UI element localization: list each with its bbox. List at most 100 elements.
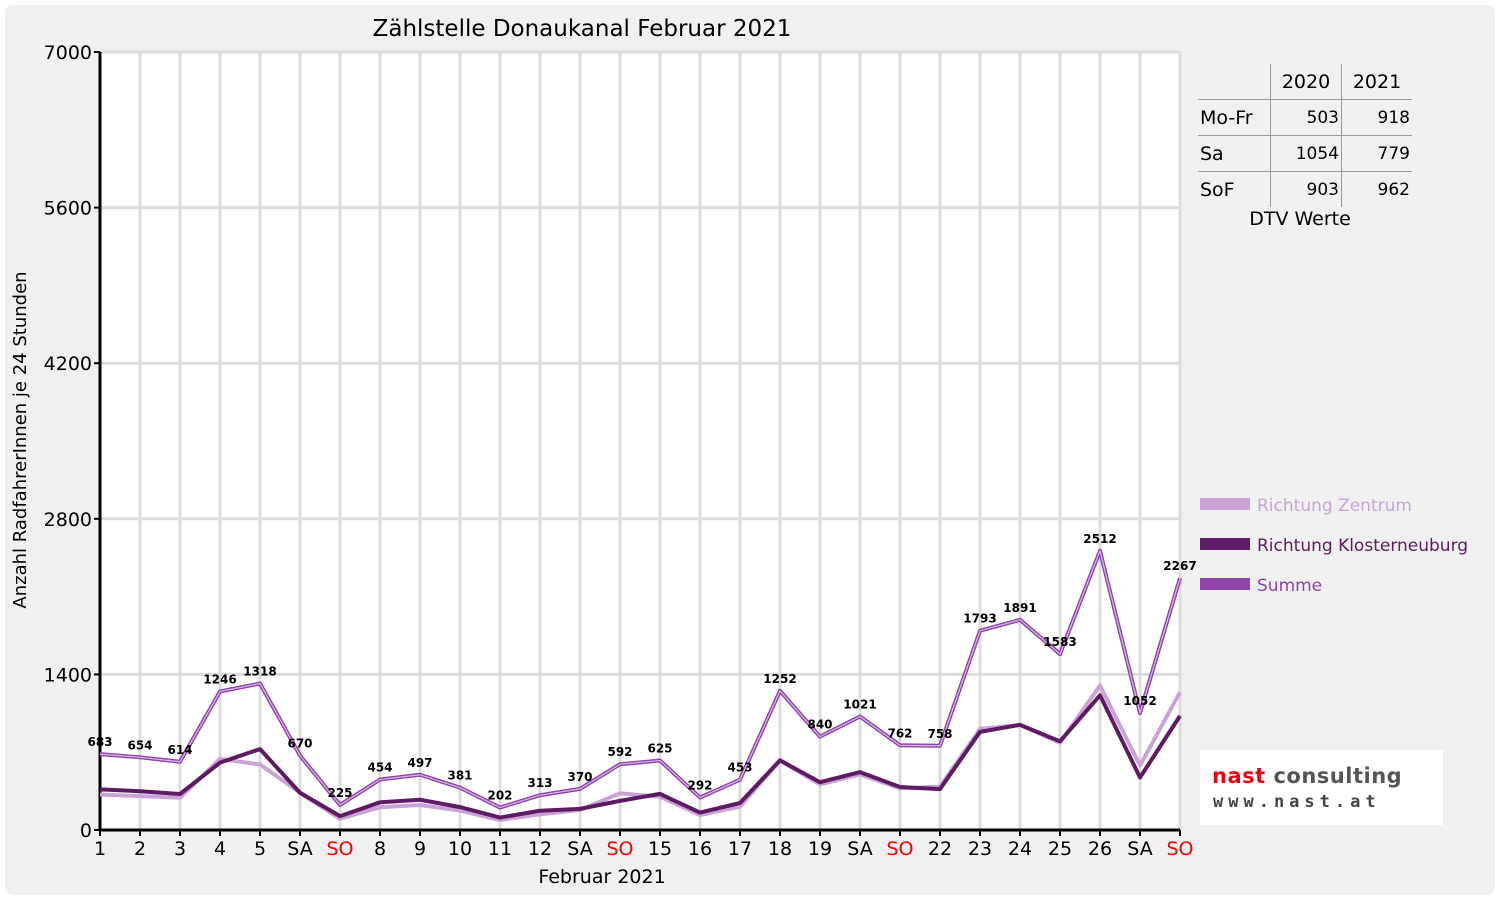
x-tick-label: SA: [847, 838, 872, 860]
x-tick-label: SA: [1127, 838, 1152, 860]
data-label: 614: [167, 743, 192, 757]
x-tick-label: 17: [728, 838, 752, 860]
dtv-row: Sa 1054 779: [1198, 135, 1412, 172]
data-label: 2512: [1083, 532, 1116, 546]
data-label: 762: [887, 726, 912, 740]
logo-name-part1: nast: [1212, 764, 1266, 788]
x-tick-label: 1: [94, 838, 106, 860]
legend-swatch: [1200, 498, 1250, 510]
chart-title: Zählstelle Donaukanal Februar 2021: [373, 16, 792, 42]
data-label: 683: [87, 735, 112, 749]
x-tick-label: 16: [688, 838, 712, 860]
series-line: [99, 693, 1182, 820]
x-tick-label: 19: [808, 838, 832, 860]
y-tick-label: 2800: [44, 509, 92, 531]
dtv-value-2021: 779: [1341, 135, 1412, 172]
logo-url: www.nast.at: [1213, 792, 1381, 812]
x-tick-label: 22: [928, 838, 952, 860]
series-line-highlight: [99, 550, 1181, 809]
legend-label: Summe: [1257, 576, 1322, 596]
x-tick-label: 25: [1048, 838, 1072, 860]
y-tick-label: 4200: [44, 353, 92, 375]
y-tick-label: 0: [80, 820, 92, 842]
logo-name-part2: consulting: [1265, 764, 1403, 788]
y-tick-label: 5600: [44, 198, 92, 220]
x-tick-label: 18: [768, 838, 792, 860]
data-label: 1052: [1123, 694, 1156, 708]
dtv-row-label: Mo-Fr: [1198, 99, 1271, 136]
dtv-header-row: 2020 2021: [1198, 64, 1412, 100]
data-label: 758: [927, 727, 952, 741]
x-axis-label: Februar 2021: [538, 866, 665, 888]
x-tick-label: 26: [1088, 838, 1112, 860]
data-label: 654: [127, 738, 152, 752]
dtv-header-2021: 2021: [1341, 64, 1412, 100]
x-tick-label: 10: [448, 838, 472, 860]
x-tick-label: 15: [648, 838, 672, 860]
dtv-row-label: Sa: [1198, 135, 1271, 172]
data-label: 625: [647, 742, 672, 756]
data-label: 840: [807, 718, 832, 732]
y-tick-label: 1400: [44, 664, 92, 686]
dtv-caption: DTV Werte: [1249, 208, 1351, 230]
data-label: 454: [367, 761, 392, 775]
x-tick-label: 2: [134, 838, 146, 860]
x-tick-label: 12: [528, 838, 552, 860]
data-label: 381: [447, 769, 472, 783]
x-tick-label: 23: [968, 838, 992, 860]
x-tick-label: SO: [886, 838, 913, 860]
x-tick-label: 3: [174, 838, 186, 860]
data-label: 370: [567, 770, 592, 784]
data-label: 1891: [1003, 601, 1036, 615]
dtv-table: 2020 2021 Mo-Fr 503 918 Sa 1054 779 SoF …: [1198, 64, 1412, 207]
logo-wordmark: nast consulting: [1212, 764, 1402, 788]
legend: Richtung Zentrum Richtung Klosterneuburg S…: [1200, 496, 1468, 596]
series-lines: [99, 548, 1182, 822]
dtv-value-2020: 903: [1270, 171, 1342, 207]
legend-swatch: [1200, 538, 1250, 550]
dtv-value-2020: 503: [1270, 99, 1342, 136]
data-label: 1021: [843, 698, 876, 712]
x-tick-label: SA: [567, 838, 592, 860]
legend-swatch: [1200, 578, 1250, 590]
dtv-header-empty: [1198, 64, 1271, 100]
x-tick-label: 4: [214, 838, 226, 860]
x-tick-label: 24: [1008, 838, 1032, 860]
legend-label: Richtung Klosterneuburg: [1257, 536, 1468, 556]
x-tick-label: 11: [488, 838, 512, 860]
data-label: 453: [727, 761, 752, 775]
x-tick-label: SO: [606, 838, 633, 860]
x-tick-label: 9: [414, 838, 426, 860]
data-label: 1793: [963, 612, 996, 626]
data-label: 1583: [1043, 635, 1076, 649]
x-tick-label: 5: [254, 838, 266, 860]
grid: [100, 50, 1182, 830]
data-label: 225: [327, 786, 352, 800]
data-label: 497: [407, 756, 432, 770]
y-tick-label: 7000: [44, 42, 92, 64]
data-label: 1252: [763, 672, 796, 686]
dtv-value-2021: 962: [1341, 171, 1412, 207]
dtv-row-label: SoF: [1198, 171, 1271, 207]
dtv-row: Mo-Fr 503 918: [1198, 99, 1412, 136]
plot-area: [100, 52, 1180, 830]
data-label: 670: [287, 737, 312, 751]
dtv-header-2020: 2020: [1270, 64, 1342, 100]
dtv-value-2020: 1054: [1270, 135, 1342, 172]
data-label: 592: [607, 745, 632, 759]
x-tick-label: 8: [374, 838, 386, 860]
y-axis-label: Anzahl RadfahrerInnen je 24 Stunden: [10, 271, 31, 608]
data-label: 1246: [203, 673, 236, 687]
data-labels: 683 654 614 1246 1318 670 225 454 497 381 202 313 37…: [87, 532, 1196, 803]
x-tick-label: SO: [326, 838, 353, 860]
dtv-row: SoF 903 962: [1198, 171, 1412, 207]
data-label: 2267: [1163, 559, 1196, 573]
nast-consulting-logo: nast consulting www.nast.at: [1200, 750, 1443, 825]
legend-label: Richtung Zentrum: [1257, 496, 1412, 516]
x-tick-label: SA: [287, 838, 312, 860]
dtv-value-2021: 918: [1341, 99, 1412, 136]
data-label: 202: [487, 789, 512, 803]
data-label: 313: [527, 776, 552, 790]
